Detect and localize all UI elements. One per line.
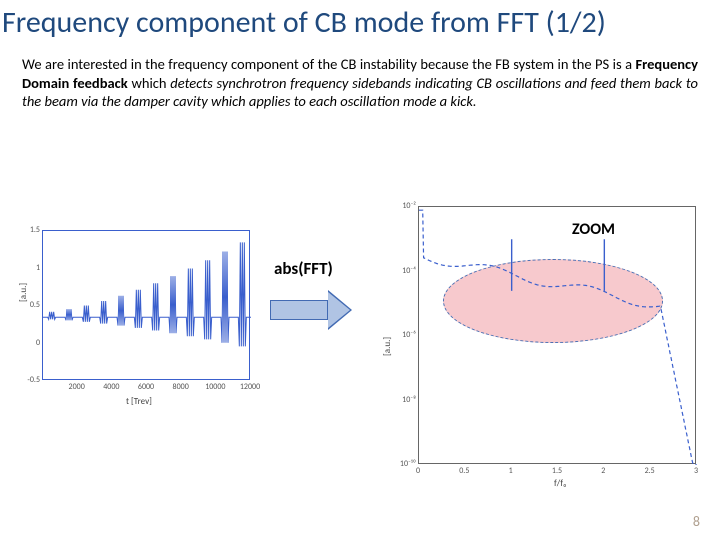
- page-number: 8: [693, 513, 700, 530]
- right-plot-area: [418, 206, 696, 464]
- left-ytick: -0.5: [26, 375, 40, 385]
- right-xtick: 0.5: [454, 466, 474, 476]
- left-xlabel: t [Trev]: [126, 396, 152, 407]
- oscillation-trace: [43, 231, 251, 381]
- right-xtick: 2: [593, 466, 613, 476]
- right-xtick: 2.5: [640, 466, 660, 476]
- para-seg1: We are interested in the frequency compo…: [22, 55, 635, 73]
- left-ytick: 1: [26, 263, 40, 273]
- slide-title: Frequency component of CB mode from FFT …: [0, 0, 720, 45]
- fft-curve: [419, 207, 697, 465]
- left-xtick: 2000: [65, 382, 89, 392]
- right-ytick: 10⁻²: [392, 201, 416, 211]
- left-plot-area: [42, 230, 250, 380]
- fft-spectrum-chart: ZOOM [a.u.] f/f₀ 10⁻²10⁻⁴10⁻⁶10⁻⁸10⁻¹⁰ 0…: [376, 196, 708, 500]
- right-xtick: 1.5: [547, 466, 567, 476]
- right-xtick: 0: [408, 466, 428, 476]
- charts-container: [a.u.] t [Trev] -0.500.511.5 20004000600…: [0, 200, 720, 510]
- zoom-label: ZOOM: [572, 220, 615, 239]
- left-xtick: 10000: [203, 382, 227, 392]
- left-xtick: 12000: [238, 382, 262, 392]
- left-ytick: 1.5: [26, 225, 40, 235]
- body-paragraph: We are interested in the frequency compo…: [0, 45, 720, 111]
- right-xtick: 1: [501, 466, 521, 476]
- time-domain-chart: [a.u.] t [Trev] -0.500.511.5 20004000600…: [14, 224, 262, 414]
- right-xtick: 3: [686, 466, 706, 476]
- left-ytick: 0: [26, 338, 40, 348]
- left-ytick: 0.5: [26, 300, 40, 310]
- arrow-head-fill: [328, 292, 350, 328]
- right-ytick: 10⁻⁸: [392, 395, 416, 405]
- para-seg2: which: [128, 74, 171, 92]
- left-xtick: 6000: [134, 382, 158, 392]
- arrow-label: abs(FFT): [274, 258, 333, 279]
- left-xtick: 8000: [169, 382, 193, 392]
- left-xtick: 4000: [99, 382, 123, 392]
- right-ytick: 10⁻⁶: [392, 330, 416, 340]
- arrow-body-shape: [270, 300, 328, 320]
- fft-arrow: abs(FFT): [270, 290, 358, 338]
- right-xlabel: f/f₀: [554, 478, 567, 489]
- right-ytick: 10⁻⁴: [392, 266, 416, 276]
